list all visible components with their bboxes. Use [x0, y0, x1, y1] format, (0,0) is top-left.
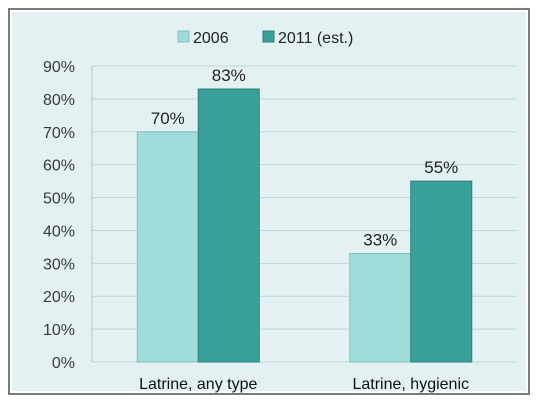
- bar: [197, 88, 260, 363]
- y-tick-label: 40%: [43, 223, 75, 240]
- y-tick-label: 60%: [43, 158, 75, 175]
- y-tick-label: 20%: [43, 289, 75, 306]
- y-axis-ticks: 0% 10% 20% 30% 40% 50% 60% 70% 80% 90%: [43, 59, 75, 372]
- category-labels: Latrine, any type Latrine, hygienic: [139, 376, 469, 393]
- legend-swatch: [262, 30, 275, 43]
- bar: [136, 131, 199, 363]
- category-label: Latrine, any type: [139, 376, 257, 393]
- bar: [349, 252, 412, 363]
- y-tick-label: 30%: [43, 256, 75, 273]
- chart-frame: [8, 8, 530, 395]
- data-label: 55%: [424, 158, 458, 177]
- legend-label: 2006: [193, 30, 229, 47]
- legend-label: 2011 (est.): [278, 30, 353, 47]
- legend: 2006 2011 (est.): [177, 30, 353, 47]
- y-tick-label: 50%: [43, 191, 75, 208]
- bar: [410, 180, 473, 363]
- data-label: 33%: [363, 230, 397, 249]
- y-tick-label: 90%: [43, 59, 75, 76]
- y-tick-label: 0%: [52, 355, 75, 372]
- y-tick-label: 80%: [43, 92, 75, 109]
- data-label: 83%: [212, 66, 246, 85]
- y-tick-label: 70%: [43, 125, 75, 142]
- data-label: 70%: [151, 109, 185, 128]
- bars: 70% 83% 33% 55%: [136, 66, 473, 363]
- y-tick-label: 10%: [43, 322, 75, 339]
- legend-swatch: [177, 30, 190, 43]
- category-label: Latrine, hygienic: [352, 376, 469, 393]
